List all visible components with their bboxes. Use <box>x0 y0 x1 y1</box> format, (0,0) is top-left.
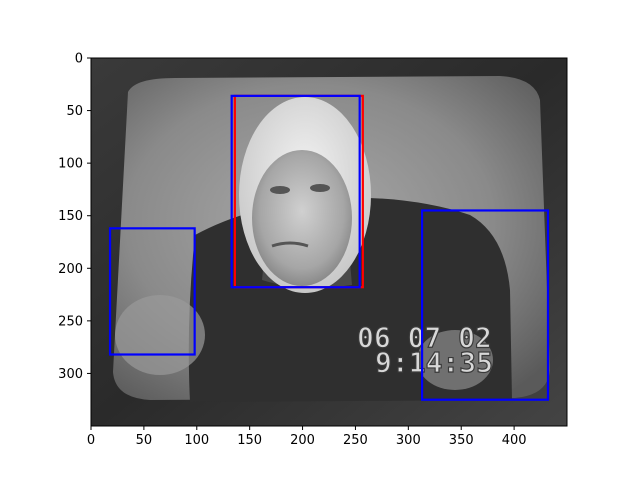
x-tick-label: 350 <box>449 433 474 448</box>
x-tick-label: 400 <box>502 433 527 448</box>
y-axis: 0 50 100 150 200 250 300 <box>58 52 91 382</box>
x-tick-label: 250 <box>343 433 368 448</box>
y-tick-label: 200 <box>58 262 83 277</box>
right-eye <box>310 184 330 192</box>
x-tick-label: 50 <box>136 433 153 448</box>
y-tick-label: 50 <box>66 104 83 119</box>
x-tick-label: 200 <box>290 433 315 448</box>
blue-box-left <box>108 227 196 356</box>
x-axis: 0 50 100 150 200 250 300 350 400 <box>87 426 527 448</box>
x-tick-label: 150 <box>237 433 262 448</box>
left-eye <box>270 186 290 194</box>
blurred-hand-right <box>417 330 493 390</box>
photo: 06 07 02 9:14:35 <box>91 58 567 426</box>
y-tick-label: 100 <box>58 157 83 172</box>
bounding-boxes <box>108 94 550 401</box>
y-tick-label: 300 <box>58 367 83 382</box>
blue-box-right <box>420 209 550 401</box>
timestamp-time: 9:14:35 <box>375 346 493 379</box>
person-face <box>252 150 352 286</box>
blurred-hand-left <box>115 295 205 375</box>
mouth <box>271 241 309 248</box>
timestamp-date: 06 07 02 <box>357 321 492 354</box>
y-tick-label: 250 <box>58 314 83 329</box>
y-tick-label: 150 <box>58 209 83 224</box>
x-tick-label: 0 <box>87 433 95 448</box>
y-tick-label: 0 <box>75 52 83 67</box>
x-tick-label: 100 <box>184 433 209 448</box>
axes-frame <box>90 57 568 427</box>
blue-box-face <box>230 94 361 289</box>
x-tick-label: 300 <box>396 433 421 448</box>
